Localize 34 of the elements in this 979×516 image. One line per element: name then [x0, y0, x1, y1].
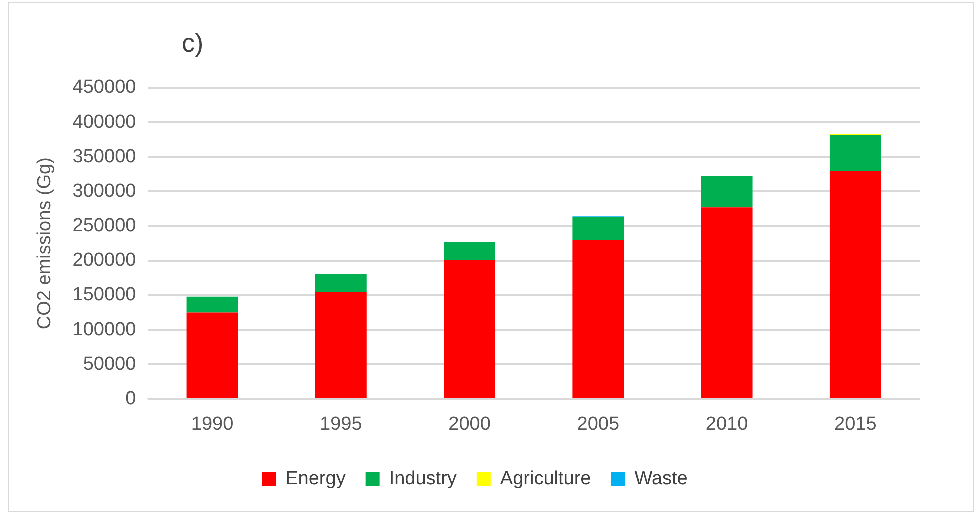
- bar: [186, 296, 238, 313]
- y-tick-label: 150000: [72, 284, 136, 306]
- x-tick-label: 2015: [834, 414, 877, 435]
- chart-title: c): [182, 28, 204, 59]
- bar: [572, 217, 624, 240]
- y-tick-label: 300000: [72, 180, 136, 202]
- bar: [186, 312, 238, 398]
- x-tick-label: 1990: [191, 414, 234, 435]
- x-tick-label: 2000: [448, 414, 491, 435]
- y-tick-label: 50000: [83, 354, 136, 375]
- legend-label: Waste: [634, 468, 688, 490]
- x-tick-label: 2010: [706, 414, 748, 435]
- legend-label: Agriculture: [500, 468, 592, 490]
- bar: [830, 135, 882, 171]
- bar: [315, 292, 367, 398]
- y-axis-title: CO2 emissions (Gg): [34, 158, 56, 330]
- legend-label: Energy: [286, 468, 346, 490]
- bar: [701, 176, 753, 208]
- x-tick-label: 1995: [320, 414, 362, 435]
- bar: [701, 208, 753, 398]
- y-tick-label: 450000: [72, 77, 136, 98]
- legend-label: Industry: [389, 468, 458, 490]
- bar: [830, 170, 882, 398]
- bar: [315, 274, 367, 292]
- y-tick-label: 0: [126, 388, 136, 410]
- y-tick-label: 350000: [72, 146, 136, 168]
- bar: [572, 240, 624, 398]
- y-tick-label: 200000: [72, 250, 136, 272]
- y-tick-label: 400000: [72, 112, 136, 133]
- y-tick-label: 100000: [72, 319, 136, 340]
- bar: [444, 260, 496, 398]
- x-tick-label: 2005: [577, 414, 620, 435]
- y-tick-label: 250000: [72, 216, 136, 237]
- bar: [444, 242, 496, 260]
